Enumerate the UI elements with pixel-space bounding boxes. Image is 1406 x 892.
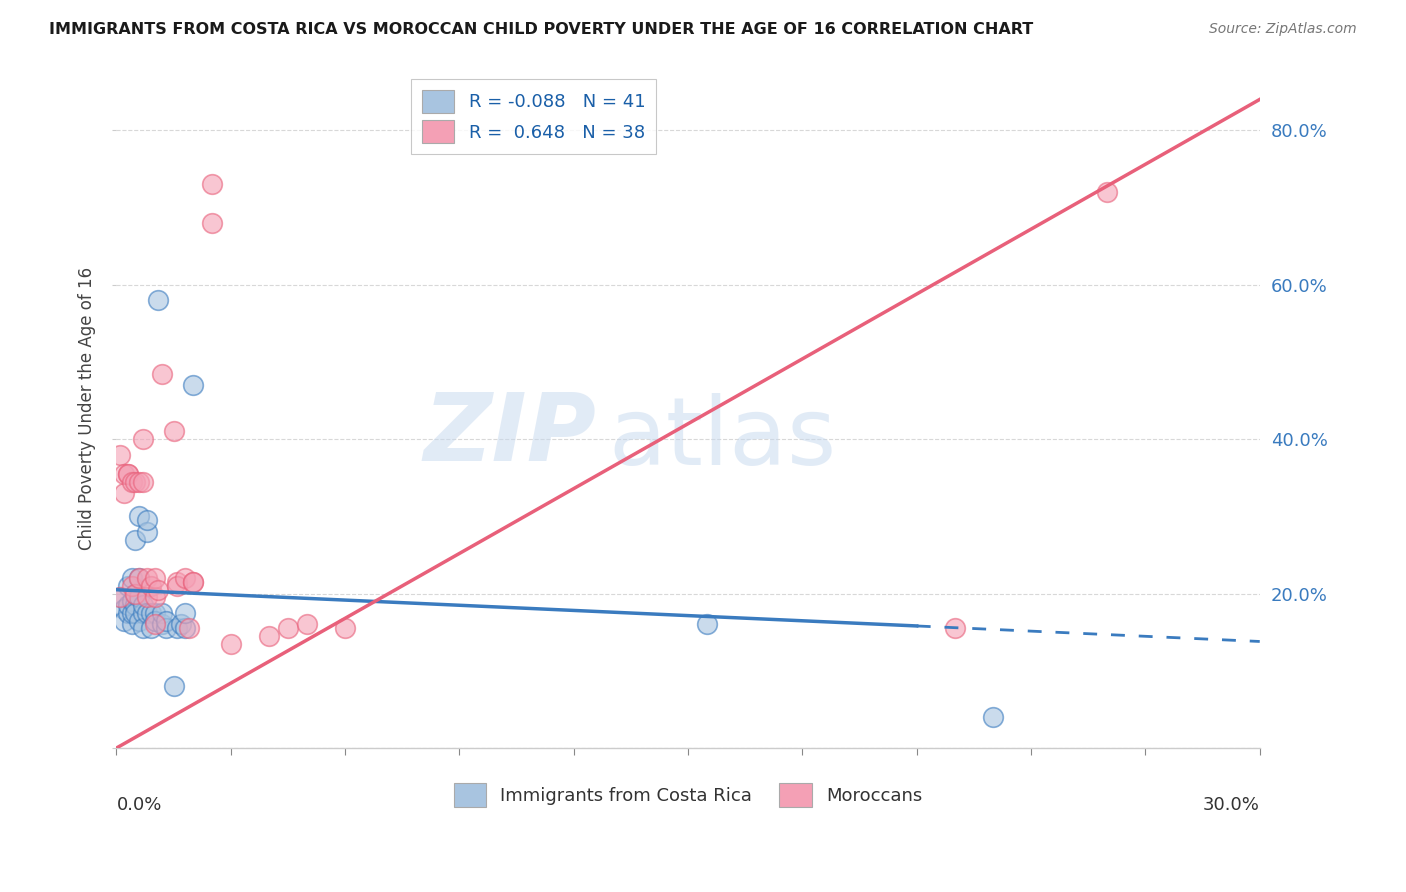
- Point: [143, 571, 166, 585]
- Point: [132, 598, 155, 612]
- Point: [143, 614, 166, 628]
- Point: [943, 621, 966, 635]
- Text: 0.0%: 0.0%: [117, 796, 162, 814]
- Point: [181, 378, 204, 392]
- Point: [128, 509, 150, 524]
- Point: [981, 710, 1004, 724]
- Point: [128, 571, 150, 585]
- Point: [124, 475, 146, 489]
- Point: [117, 606, 139, 620]
- Point: [124, 606, 146, 620]
- Point: [124, 598, 146, 612]
- Point: [121, 475, 143, 489]
- Legend: Immigrants from Costa Rica, Moroccans: Immigrants from Costa Rica, Moroccans: [446, 776, 929, 814]
- Point: [139, 621, 162, 635]
- Point: [132, 432, 155, 446]
- Y-axis label: Child Poverty Under the Age of 16: Child Poverty Under the Age of 16: [79, 267, 96, 549]
- Point: [117, 467, 139, 481]
- Point: [135, 591, 157, 605]
- Point: [150, 606, 173, 620]
- Point: [121, 594, 143, 608]
- Point: [128, 571, 150, 585]
- Point: [148, 582, 170, 597]
- Point: [117, 598, 139, 612]
- Point: [166, 574, 188, 589]
- Point: [148, 293, 170, 308]
- Point: [112, 602, 135, 616]
- Point: [132, 606, 155, 620]
- Point: [174, 621, 197, 635]
- Point: [166, 621, 188, 635]
- Point: [112, 614, 135, 628]
- Point: [143, 606, 166, 620]
- Point: [295, 617, 318, 632]
- Point: [121, 606, 143, 620]
- Point: [124, 586, 146, 600]
- Point: [121, 579, 143, 593]
- Point: [181, 574, 204, 589]
- Point: [112, 467, 135, 481]
- Point: [139, 606, 162, 620]
- Point: [150, 617, 173, 632]
- Point: [181, 574, 204, 589]
- Point: [135, 524, 157, 539]
- Point: [166, 579, 188, 593]
- Point: [132, 621, 155, 635]
- Point: [135, 571, 157, 585]
- Point: [121, 571, 143, 585]
- Point: [162, 425, 184, 439]
- Point: [162, 679, 184, 693]
- Point: [219, 637, 242, 651]
- Text: 30.0%: 30.0%: [1204, 796, 1260, 814]
- Point: [201, 178, 224, 192]
- Point: [201, 216, 224, 230]
- Point: [143, 617, 166, 632]
- Point: [257, 629, 280, 643]
- Point: [110, 591, 132, 605]
- Point: [117, 467, 139, 481]
- Point: [124, 533, 146, 547]
- Point: [128, 475, 150, 489]
- Point: [174, 606, 197, 620]
- Point: [112, 486, 135, 500]
- Text: Source: ZipAtlas.com: Source: ZipAtlas.com: [1209, 22, 1357, 37]
- Text: IMMIGRANTS FROM COSTA RICA VS MOROCCAN CHILD POVERTY UNDER THE AGE OF 16 CORRELA: IMMIGRANTS FROM COSTA RICA VS MOROCCAN C…: [49, 22, 1033, 37]
- Point: [333, 621, 356, 635]
- Point: [110, 448, 132, 462]
- Point: [170, 617, 193, 632]
- Point: [117, 579, 139, 593]
- Point: [1097, 185, 1119, 199]
- Point: [124, 586, 146, 600]
- Point: [155, 621, 177, 635]
- Point: [135, 606, 157, 620]
- Point: [121, 617, 143, 632]
- Point: [155, 614, 177, 628]
- Text: ZIP: ZIP: [423, 390, 596, 482]
- Point: [135, 513, 157, 527]
- Point: [177, 621, 200, 635]
- Point: [150, 367, 173, 381]
- Point: [143, 591, 166, 605]
- Point: [174, 571, 197, 585]
- Point: [696, 617, 718, 632]
- Point: [128, 614, 150, 628]
- Text: atlas: atlas: [607, 392, 837, 485]
- Point: [132, 475, 155, 489]
- Point: [128, 591, 150, 605]
- Point: [277, 621, 299, 635]
- Point: [139, 579, 162, 593]
- Point: [110, 591, 132, 605]
